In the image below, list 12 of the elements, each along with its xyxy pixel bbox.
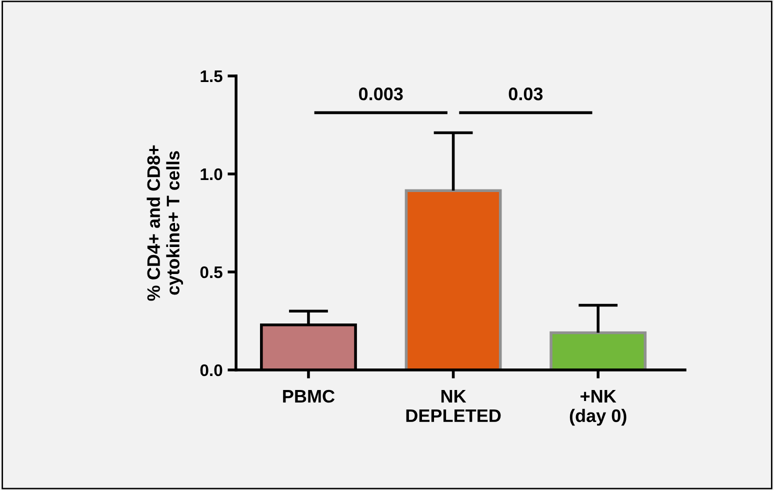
y-tick-label: 1.0 (200, 168, 222, 180)
x-tick-label: PBMC (283, 390, 335, 403)
x-tick-label: +NK (day 0) (570, 390, 626, 426)
y-tick-label: 0.0 (200, 364, 222, 376)
bar (550, 331, 647, 370)
y-tick-label: 0.5 (200, 266, 222, 278)
y-tick-label: 1.5 (200, 70, 222, 82)
x-tick-label: NK DEPLETED (406, 390, 501, 422)
annotation: 0.003 (359, 88, 403, 100)
annotation: 0.03 (508, 88, 543, 100)
bar (404, 189, 502, 370)
y-axis-title: % CD4+ and CD8+ cytokine+ T cells (146, 145, 184, 301)
